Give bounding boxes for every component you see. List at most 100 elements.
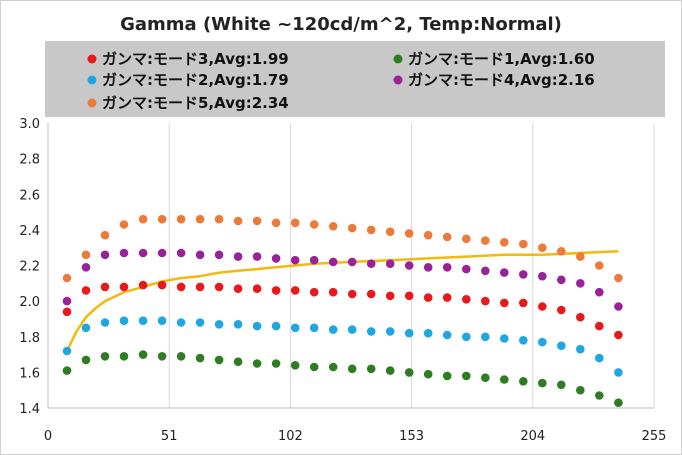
data-point xyxy=(138,316,148,326)
data-point xyxy=(519,336,528,345)
data-point xyxy=(290,323,300,333)
data-point xyxy=(271,321,281,331)
data-point xyxy=(119,282,129,292)
data-point xyxy=(347,325,357,334)
x-tick-label: 204 xyxy=(520,429,545,444)
data-point xyxy=(119,248,129,258)
y-tick-label: 1.6 xyxy=(19,366,40,381)
data-point xyxy=(385,366,395,375)
data-point xyxy=(100,318,110,327)
data-point xyxy=(404,328,414,338)
data-point xyxy=(138,248,148,258)
data-point xyxy=(157,316,167,326)
data-point xyxy=(328,257,338,267)
data-point xyxy=(557,305,566,315)
data-point xyxy=(481,373,490,383)
data-point xyxy=(214,250,224,260)
data-point xyxy=(500,238,509,247)
data-point xyxy=(157,248,167,258)
data-point xyxy=(347,289,357,299)
data-point xyxy=(500,375,509,384)
data-point xyxy=(423,263,433,272)
data-point xyxy=(538,271,547,281)
data-point xyxy=(214,282,224,292)
legend-label-mode1: ガンマ:モード1,Avg:1.60 xyxy=(408,50,595,68)
data-point xyxy=(538,302,547,311)
data-point xyxy=(519,270,528,279)
data-point xyxy=(614,368,623,377)
y-tick-label: 2.6 xyxy=(19,188,40,203)
data-point xyxy=(595,261,604,270)
data-point xyxy=(81,323,91,333)
data-point xyxy=(385,259,395,269)
data-point xyxy=(138,280,148,290)
data-point xyxy=(366,259,376,269)
data-point xyxy=(576,279,585,288)
data-point xyxy=(157,214,167,224)
legend-background xyxy=(45,41,665,117)
data-point xyxy=(576,312,585,322)
data-point xyxy=(481,266,490,276)
data-point xyxy=(347,223,357,233)
data-point xyxy=(290,286,300,295)
data-point xyxy=(271,218,281,228)
data-point xyxy=(614,330,623,340)
data-point xyxy=(614,273,623,283)
data-point xyxy=(62,296,72,306)
data-point xyxy=(576,385,585,395)
legend-label-mode3: ガンマ:モード3,Avg:1.99 xyxy=(102,50,289,68)
series-1 xyxy=(62,280,623,340)
data-point xyxy=(462,295,471,304)
data-point xyxy=(404,229,414,238)
data-point xyxy=(423,230,433,240)
data-point xyxy=(81,263,91,272)
data-point xyxy=(309,220,319,229)
data-point xyxy=(81,250,91,260)
legend-label-mode2: ガンマ:モード2,Avg:1.79 xyxy=(102,71,289,89)
data-point xyxy=(576,344,585,354)
data-point xyxy=(404,261,414,270)
data-point xyxy=(233,357,243,367)
data-point xyxy=(252,321,262,331)
data-point xyxy=(176,248,186,258)
data-point xyxy=(557,275,566,285)
y-tick-label: 3.0 xyxy=(19,117,40,132)
data-point xyxy=(366,327,376,336)
data-point xyxy=(271,359,281,368)
data-point xyxy=(442,232,452,242)
data-point xyxy=(442,293,452,302)
data-point xyxy=(500,334,509,343)
data-point xyxy=(252,252,262,261)
y-tick-label: 2.4 xyxy=(19,224,40,239)
data-point xyxy=(423,369,433,379)
data-point xyxy=(404,291,414,301)
series-5 xyxy=(62,214,623,283)
data-point xyxy=(462,371,471,381)
data-point xyxy=(442,263,452,272)
data-point xyxy=(462,264,471,274)
data-point xyxy=(442,330,452,340)
data-point xyxy=(366,289,376,299)
data-point xyxy=(328,325,338,334)
data-point xyxy=(366,225,376,235)
data-point xyxy=(538,337,547,347)
y-tick-label: 1.8 xyxy=(19,331,40,346)
data-point xyxy=(347,364,357,374)
data-point xyxy=(271,254,281,263)
data-point xyxy=(138,350,148,359)
data-point xyxy=(233,252,243,261)
data-point xyxy=(309,287,319,297)
x-tick-label: 51 xyxy=(161,429,178,444)
y-tick-label: 2.8 xyxy=(19,153,40,168)
legend-label-mode5: ガンマ:モード5,Avg:2.34 xyxy=(102,94,289,112)
data-point xyxy=(214,355,224,365)
data-point xyxy=(290,361,300,370)
x-tick-label: 102 xyxy=(278,429,303,444)
x-tick-label: 255 xyxy=(642,429,667,444)
data-point xyxy=(442,371,452,381)
data-point xyxy=(404,368,414,377)
data-point xyxy=(100,352,110,361)
data-point xyxy=(195,318,205,327)
